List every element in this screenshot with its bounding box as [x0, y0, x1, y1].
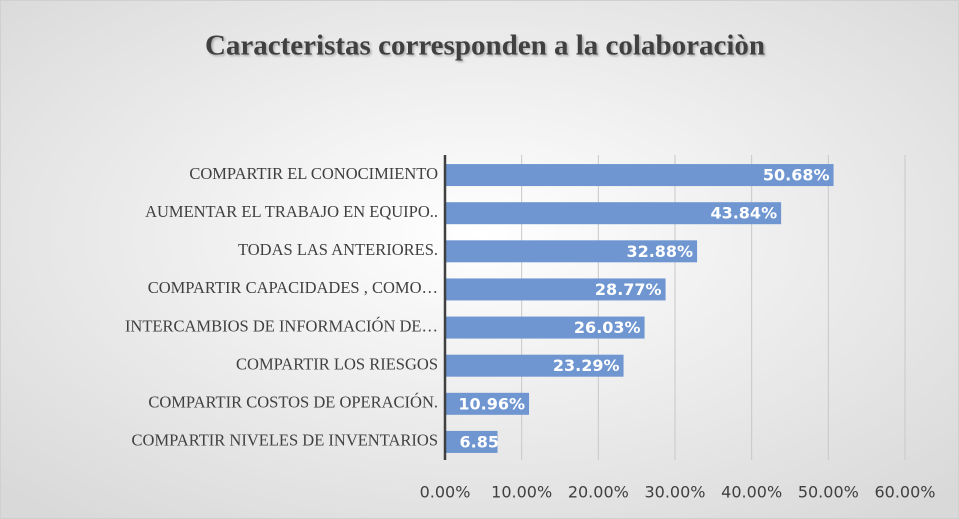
bar [445, 430, 498, 453]
x-tick-label: 40.00% [721, 483, 782, 502]
y-tick-label: COMPARTIR EL CONOCIMIENTO [189, 164, 438, 183]
bar [445, 202, 782, 225]
data-label: 50.68% [763, 166, 830, 185]
x-tick-label: 30.00% [644, 483, 705, 502]
y-tick-label: COMPARTIR CAPACIDADES , COMO… [148, 278, 438, 297]
y-tick-label: AUMENTAR EL TRABAJO EN EQUIPO.. [145, 202, 438, 221]
bar [445, 354, 624, 377]
y-tick-label: COMPARTIR LOS RIESGOS [236, 354, 438, 373]
x-tick-label: 50.00% [798, 483, 859, 502]
x-tick-label: 60.00% [874, 483, 935, 502]
data-label: 6.85% [459, 432, 515, 451]
y-tick-label: TODAS LAS ANTERIORES. [238, 240, 438, 259]
data-label: 26.03% [574, 318, 641, 337]
bar [445, 316, 645, 339]
data-label: 23.29% [553, 356, 620, 375]
data-label: 32.88% [626, 242, 693, 261]
data-label: 43.84% [710, 204, 777, 223]
bar [445, 392, 530, 415]
chart-title: Caracteristas corresponden a la colabora… [205, 30, 765, 62]
y-tick-label: INTERCAMBIOS DE INFORMACIÓN DE… [125, 316, 438, 335]
y-tick-label: COMPARTIR COSTOS DE OPERACIÓN. [148, 393, 438, 412]
bar [445, 240, 698, 263]
bar [445, 164, 834, 187]
x-tick-label: 20.00% [568, 483, 629, 502]
data-label: 28.77% [595, 280, 662, 299]
x-tick-label: 0.00% [420, 483, 471, 502]
data-label: 10.96% [458, 394, 525, 413]
x-tick-label: 10.00% [491, 483, 552, 502]
y-tick-label: COMPARTIR NIVELES DE INVENTARIOS [132, 431, 438, 450]
bar [445, 278, 666, 301]
